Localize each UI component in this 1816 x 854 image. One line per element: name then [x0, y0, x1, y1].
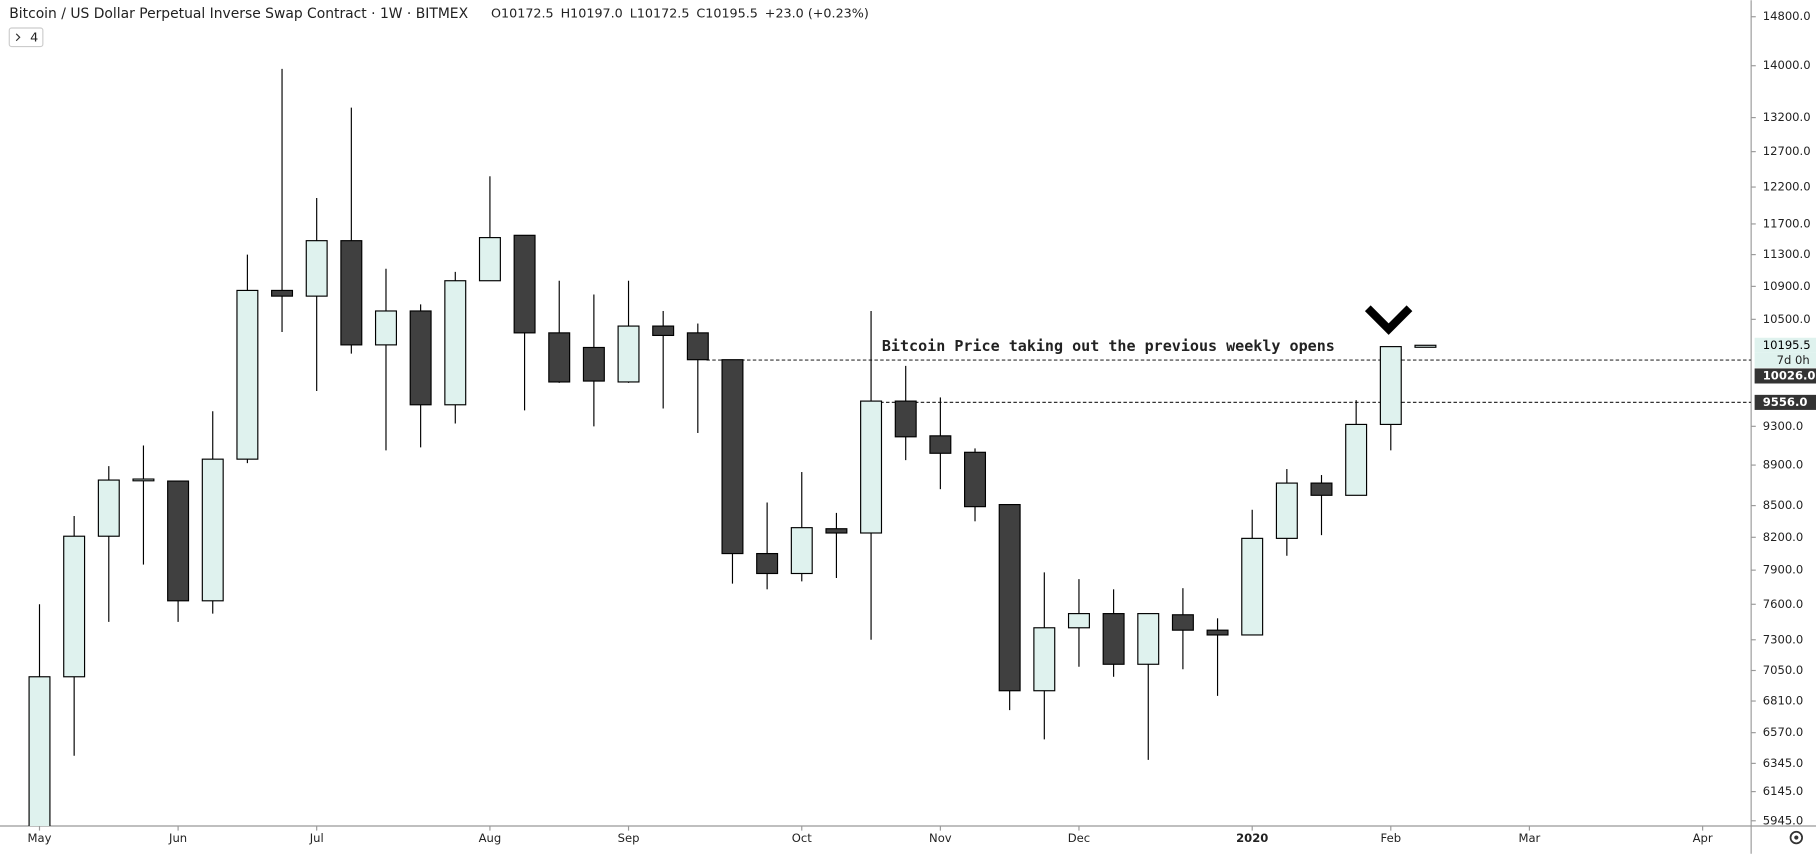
x-tick-label: Aug [479, 831, 502, 845]
countdown: 7d 0h [1777, 353, 1810, 367]
x-tick-label: Sep [618, 831, 640, 845]
chart-title: Bitcoin / US Dollar Perpetual Inverse Sw… [9, 6, 468, 22]
x-tick-label: Apr [1693, 831, 1713, 845]
y-tick-label: 10900.0 [1763, 279, 1811, 293]
x-tick-label: Nov [929, 831, 952, 845]
settings-icon[interactable] [1789, 830, 1803, 845]
candle-body [1171, 614, 1194, 631]
y-tick-label: 12700.0 [1763, 144, 1811, 158]
candle-body [1345, 423, 1368, 496]
candle-body [340, 240, 363, 346]
x-tick-label: Mar [1518, 831, 1540, 845]
legend-value: O10172.5 [491, 7, 554, 22]
y-tick-label: 14800.0 [1763, 9, 1811, 23]
candle-body [652, 325, 675, 337]
y-tick-label: 8500.0 [1763, 498, 1804, 512]
y-tick-label: 7900.0 [1763, 563, 1804, 577]
candle-body [998, 503, 1021, 692]
candle-body [721, 359, 744, 555]
price-tag [1754, 368, 1816, 384]
candle-body [409, 310, 432, 406]
candle-body [1275, 482, 1298, 539]
candle-body [236, 289, 259, 460]
annotation: Bitcoin Price taking out the previous we… [882, 337, 1335, 355]
candle-body [790, 527, 813, 575]
candle-body [929, 435, 952, 454]
y-tick-label: 9300.0 [1763, 419, 1804, 433]
ohlc-legend: O10172.5 H10197.0 L10172.5 C10195.5 +23.0 (+… [491, 7, 869, 22]
countdown-tag [1754, 352, 1816, 368]
candle-body [97, 479, 120, 537]
y-tick-label: 7600.0 [1763, 597, 1804, 611]
legend-value: +23.0 (+0.23%) [765, 7, 869, 22]
y-tick-label: 6145.0 [1763, 784, 1804, 798]
candle-body [686, 332, 709, 361]
price-tag [1754, 337, 1816, 353]
legend-value: C10195.5 [696, 7, 757, 22]
candle-body [1414, 344, 1437, 348]
y-tick-label: 11700.0 [1763, 216, 1811, 230]
y-tick-label: 6345.0 [1763, 756, 1804, 770]
candle-body [201, 458, 224, 602]
indicator-count: 4 [30, 30, 38, 45]
candle-body [1241, 537, 1264, 636]
x-tick-label: 2020 [1236, 831, 1268, 845]
price-tag-label: 10026.0 [1763, 368, 1816, 382]
y-tick-label: 5945.0 [1763, 813, 1804, 827]
y-tick-label: 7300.0 [1763, 632, 1804, 646]
y-tick-label: 6570.0 [1763, 725, 1804, 739]
candle-body [860, 400, 883, 534]
candle-body [1067, 613, 1090, 629]
y-tick-label: 7050.0 [1763, 663, 1804, 677]
check-mark [1364, 305, 1413, 335]
candle-body [1033, 627, 1056, 692]
candle-body [271, 289, 294, 297]
candle-body [964, 451, 987, 508]
candle-body [1137, 613, 1160, 665]
x-tick-label: Jul [309, 831, 324, 845]
indicator-chip[interactable] [8, 27, 44, 48]
plot-area [28, 68, 1752, 826]
chip-arrow [15, 33, 21, 42]
candle-body [617, 325, 640, 383]
candle-body [1310, 482, 1333, 496]
x-tick-label: Jun [168, 831, 187, 845]
candle-body [756, 552, 779, 575]
legend-value: H10197.0 [561, 7, 623, 22]
x-tick-label: May [28, 831, 52, 845]
candle-body [132, 478, 155, 482]
y-tick-label: 14000.0 [1763, 58, 1811, 72]
y-tick-label: 10500.0 [1763, 312, 1811, 326]
candle-body [894, 400, 917, 438]
candle-body [374, 310, 397, 346]
y-tick-label: 13200.0 [1763, 110, 1811, 124]
x-tick-label: Feb [1381, 831, 1402, 845]
y-tick-label: 8900.0 [1763, 458, 1804, 472]
candle-body [167, 480, 190, 602]
candle-body [478, 237, 501, 282]
y-tick-label: 11300.0 [1763, 247, 1811, 261]
candle-body [825, 528, 848, 534]
candle-body [513, 234, 536, 334]
candle-body [582, 346, 605, 382]
candle-body [63, 535, 86, 678]
x-tick-label: Dec [1068, 831, 1090, 845]
candle-body [444, 280, 467, 406]
price-tag-label: 10195.5 [1763, 338, 1811, 352]
candle-body [548, 332, 571, 383]
legend-value: L10172.5 [630, 7, 690, 22]
candle-body [1102, 613, 1125, 665]
price-tag-label: 9556.0 [1763, 395, 1808, 409]
y-tick-label: 8200.0 [1763, 530, 1804, 544]
candle-body [1379, 346, 1402, 426]
y-tick-label: 12200.0 [1763, 180, 1811, 194]
y-tick-label: 6810.0 [1763, 694, 1804, 708]
candle-body [1206, 629, 1229, 636]
x-tick-label: Oct [792, 831, 812, 845]
price-tag [1754, 394, 1816, 410]
candle-body [28, 676, 51, 826]
candle-body [305, 240, 328, 297]
